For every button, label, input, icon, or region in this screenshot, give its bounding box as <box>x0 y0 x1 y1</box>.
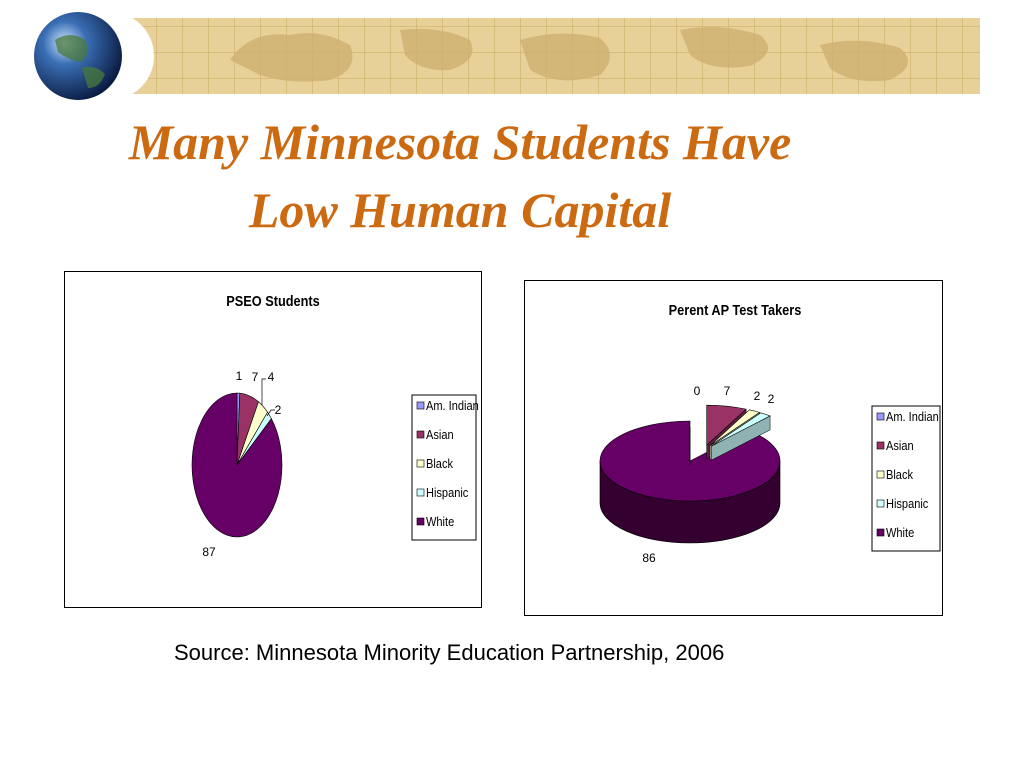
chart-legend <box>871 405 941 552</box>
chart-legend <box>411 394 477 541</box>
legend-label-black: Black <box>426 456 454 471</box>
pie-slice-white <box>191 392 283 538</box>
pie-slice-asian <box>706 404 747 446</box>
globe-icon <box>34 12 122 100</box>
chart-title: PSEO Students <box>226 292 320 309</box>
slide-title: Many Minnesota Students Have Low Human C… <box>60 108 860 244</box>
legend-swatch-hispanic <box>876 499 885 508</box>
title-line-2: Low Human Capital <box>248 182 672 238</box>
legend-label-white: White <box>426 514 454 529</box>
title-line-1: Many Minnesota Students Have <box>128 114 792 170</box>
legend-swatch-asian <box>416 430 425 439</box>
legend-label-am-indian: Am. Indian <box>886 409 939 424</box>
data-label-black: 4 <box>268 370 275 384</box>
legend-label-asian: Asian <box>886 438 914 453</box>
data-label-hispanic: 2 <box>275 403 282 417</box>
legend-swatch-white <box>876 528 885 537</box>
data-label-white: 87 <box>202 545 216 559</box>
legend-swatch-hispanic <box>416 488 425 497</box>
data-label-hispanic: 2 <box>768 392 775 406</box>
data-label-black: 2 <box>754 389 761 403</box>
legend-label-hispanic: Hispanic <box>886 496 928 511</box>
legend-swatch-asian <box>876 441 885 450</box>
legend-swatch-am-indian <box>876 412 885 421</box>
pie-slice-black <box>709 409 761 447</box>
ap-pie-chart: Perent AP Test Takers 0 7 2 2 86 Am. Indian Asi… <box>599 301 941 565</box>
ap-chart-box: Perent AP Test Takers 0 7 2 2 86 Am. Indian Asi… <box>524 280 943 616</box>
legend-swatch-black <box>876 470 885 479</box>
header-banner <box>34 12 980 100</box>
legend-label-white: White <box>886 525 914 540</box>
pie-slice-hispanic <box>711 412 771 447</box>
legend-label-black: Black <box>886 467 914 482</box>
data-label-asian: 7 <box>724 384 731 398</box>
legend-label-hispanic: Hispanic <box>426 485 468 500</box>
legend-label-asian: Asian <box>426 427 454 442</box>
data-label-am-indian: 1 <box>236 369 243 383</box>
legend-swatch-white <box>416 517 425 526</box>
data-label-white: 86 <box>642 551 656 565</box>
chart-title: Perent AP Test Takers <box>669 301 802 318</box>
pseo-pie-chart: PSEO Students 1 7 4 2 87 Am. Indian Asian Black H… <box>191 292 479 559</box>
legend-label-am-indian: Am. Indian <box>426 398 479 413</box>
source-citation: Source: Minnesota Minority Education Par… <box>174 640 725 665</box>
legend-swatch-am-indian <box>416 401 425 410</box>
legend-swatch-black <box>416 459 425 468</box>
data-label-am-indian: 0 <box>694 384 701 398</box>
leader-line-black <box>261 378 266 405</box>
leader-line-hispanic <box>266 409 275 417</box>
world-map-banner <box>118 18 980 94</box>
data-label-asian: 7 <box>252 370 259 384</box>
pseo-chart-box: PSEO Students 1 7 4 2 87 Am. Indian Asian Black H… <box>64 271 482 608</box>
